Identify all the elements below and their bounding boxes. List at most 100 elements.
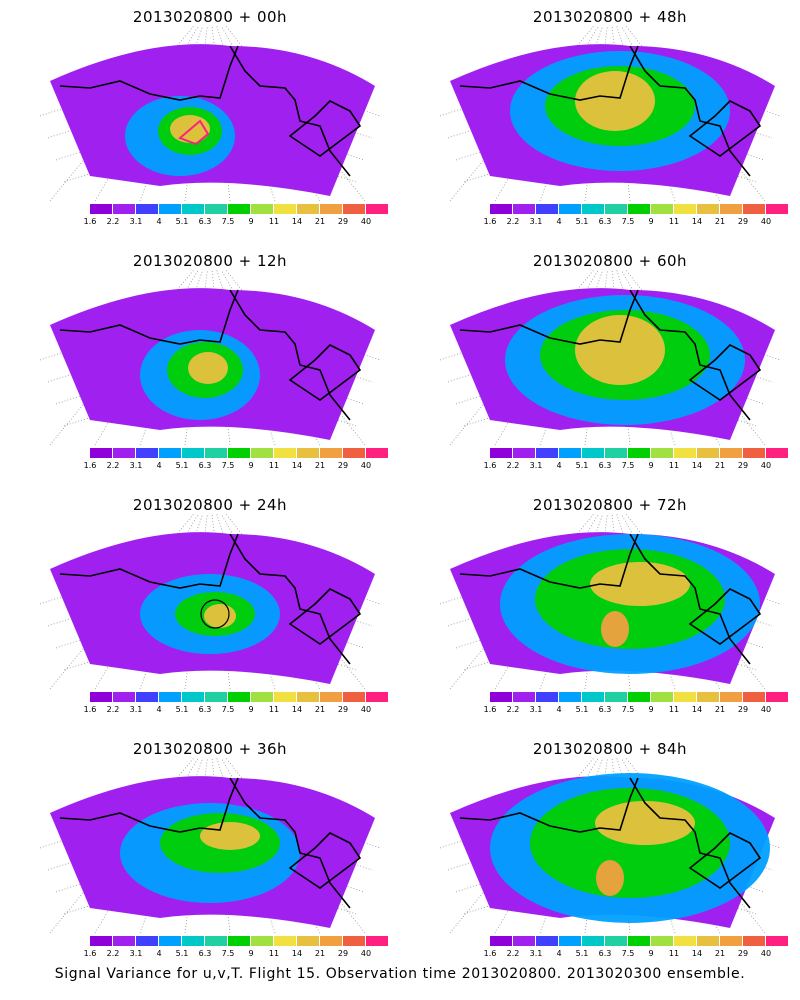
colorbar-label: 2.2 bbox=[106, 461, 120, 470]
colorbar-swatch bbox=[320, 692, 342, 702]
colorbar-swatch bbox=[182, 692, 204, 702]
colorbar-swatch bbox=[274, 448, 296, 458]
colorbar-swatch bbox=[251, 448, 273, 458]
colorbar-swatch bbox=[90, 448, 112, 458]
colorbar-label: 2.2 bbox=[506, 217, 520, 226]
colorbar-swatch bbox=[743, 936, 765, 946]
colorbar-swatch bbox=[205, 204, 227, 214]
colorbar-swatch bbox=[536, 204, 558, 214]
colorbar-swatch bbox=[743, 448, 765, 458]
variance-map bbox=[439, 514, 781, 690]
colorbar-label: 29 bbox=[337, 461, 349, 470]
colorbar-swatch bbox=[605, 204, 627, 214]
colorbar-swatch bbox=[490, 448, 512, 458]
colorbar-swatch bbox=[651, 692, 673, 702]
colorbar-swatch bbox=[366, 448, 388, 458]
colorbar-swatch bbox=[628, 204, 650, 214]
colorbar-label: 5.1 bbox=[575, 461, 589, 470]
colorbar-swatch bbox=[766, 204, 788, 214]
colorbar-swatch bbox=[513, 204, 535, 214]
colorbar-swatch bbox=[605, 936, 627, 946]
colorbar-label: 11 bbox=[668, 949, 680, 958]
colorbar-label: 14 bbox=[291, 461, 303, 470]
colorbar-label: 1.6 bbox=[83, 705, 97, 714]
colorbar-swatch bbox=[720, 204, 742, 214]
colorbar-swatch bbox=[766, 448, 788, 458]
colorbar-label: 3.1 bbox=[129, 705, 143, 714]
colorbar-label: 2.2 bbox=[506, 705, 520, 714]
colorbar-label: 14 bbox=[691, 217, 703, 226]
colorbar-label: 6.3 bbox=[598, 217, 612, 226]
colorbar-swatch bbox=[228, 448, 250, 458]
colorbar-label: 4 bbox=[156, 949, 162, 958]
colorbar-label: 14 bbox=[691, 949, 703, 958]
colorbar-label: 29 bbox=[337, 705, 349, 714]
colorbar-swatch bbox=[536, 692, 558, 702]
colorbar-label: 2.2 bbox=[106, 217, 120, 226]
colorbar-swatch bbox=[228, 204, 250, 214]
colorbar-swatch bbox=[136, 204, 158, 214]
coastline bbox=[688, 344, 762, 401]
colorbar-label: 1.6 bbox=[483, 949, 497, 958]
colorbar-label: 1.6 bbox=[483, 217, 497, 226]
panel-title: 2013020800 + 48h bbox=[532, 8, 688, 26]
colorbar-label: 1.6 bbox=[483, 461, 497, 470]
graticule-line bbox=[625, 758, 766, 934]
variance-contour bbox=[601, 611, 629, 647]
colorbar-label: 29 bbox=[337, 949, 349, 958]
colorbar-swatch bbox=[559, 448, 581, 458]
colorbar-swatch bbox=[320, 448, 342, 458]
colorbar-label: 40 bbox=[360, 705, 372, 714]
colorbar-swatch bbox=[651, 936, 673, 946]
colorbar-label: 4 bbox=[556, 461, 562, 470]
colorbar-swatch bbox=[559, 936, 581, 946]
graticule-line bbox=[225, 758, 366, 934]
colorbar-label: 3.1 bbox=[529, 217, 543, 226]
colorbar-label: 7.5 bbox=[221, 461, 235, 470]
colorbar-swatch bbox=[513, 936, 535, 946]
colorbar-label: 4 bbox=[156, 461, 162, 470]
graticule-line bbox=[625, 270, 766, 446]
colorbar-label: 11 bbox=[268, 461, 280, 470]
colorbar-swatch bbox=[113, 692, 135, 702]
colorbar-swatch bbox=[136, 936, 158, 946]
colorbar-swatch bbox=[766, 692, 788, 702]
colorbar-swatch bbox=[720, 448, 742, 458]
coastline bbox=[288, 832, 362, 889]
colorbar-label: 2.2 bbox=[506, 949, 520, 958]
panel-title: 2013020800 + 24h bbox=[132, 496, 288, 514]
colorbar-label: 11 bbox=[268, 949, 280, 958]
flight-track bbox=[178, 119, 210, 146]
colorbar-swatch bbox=[274, 936, 296, 946]
colorbar-label: 7.5 bbox=[621, 217, 635, 226]
colorbar-label: 1.6 bbox=[83, 217, 97, 226]
colorbar-label: 11 bbox=[268, 217, 280, 226]
colorbar-swatch bbox=[651, 204, 673, 214]
colorbar-label: 2.2 bbox=[106, 949, 120, 958]
colorbar-swatch bbox=[582, 448, 604, 458]
colorbar-swatch bbox=[228, 692, 250, 702]
colorbar-swatch bbox=[113, 448, 135, 458]
colorbar-label: 4 bbox=[156, 705, 162, 714]
colorbar-label: 21 bbox=[314, 461, 326, 470]
forecast-panel: 2013020800 + 48h 1.6 2.2 3.1 4 5.1 6.3 7.5 9 11 14… bbox=[430, 4, 790, 232]
panel-title: 2013020800 + 36h bbox=[132, 740, 288, 758]
colorbar-swatch bbox=[743, 692, 765, 702]
variance-map bbox=[39, 26, 381, 202]
colorbar-swatch bbox=[366, 204, 388, 214]
colorbar-swatch bbox=[297, 692, 319, 702]
colorbar-swatch bbox=[490, 692, 512, 702]
colorbar-label: 40 bbox=[760, 949, 772, 958]
variance-map bbox=[439, 758, 781, 934]
coastline bbox=[459, 289, 751, 421]
colorbar-swatch bbox=[182, 936, 204, 946]
colorbar-swatch bbox=[274, 692, 296, 702]
flight-loop bbox=[200, 599, 230, 629]
colorbar-swatch bbox=[536, 936, 558, 946]
colorbar-swatch bbox=[490, 204, 512, 214]
colorbar-swatch bbox=[113, 936, 135, 946]
variance-contour bbox=[590, 562, 690, 606]
colorbar-swatch bbox=[697, 936, 719, 946]
colorbar-label: 1.6 bbox=[83, 461, 97, 470]
colorbar-label: 3.1 bbox=[129, 949, 143, 958]
